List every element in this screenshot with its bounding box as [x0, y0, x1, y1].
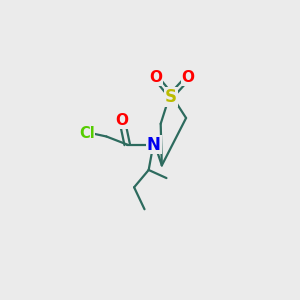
- Text: O: O: [150, 70, 163, 85]
- Text: N: N: [147, 136, 161, 154]
- Text: O: O: [182, 70, 194, 85]
- Text: Cl: Cl: [79, 126, 94, 141]
- Text: O: O: [116, 113, 129, 128]
- Text: S: S: [165, 88, 177, 106]
